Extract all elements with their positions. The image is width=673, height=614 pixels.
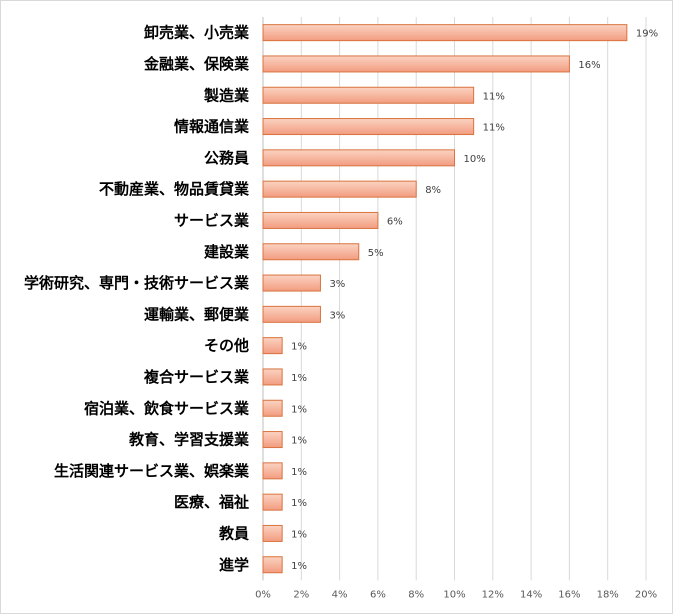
bar xyxy=(262,337,283,355)
category-label: 不動産業、物品賃貸業 xyxy=(99,180,250,198)
gridlines xyxy=(262,17,647,581)
value-label: 1% xyxy=(291,404,307,415)
category-label: 教育、学習支援業 xyxy=(128,431,250,449)
category-label: 複合サービス業 xyxy=(143,368,250,386)
value-label: 1% xyxy=(291,467,307,478)
category-label: 教員 xyxy=(218,524,249,542)
x-tick-label: 20% xyxy=(635,589,657,600)
category-labels: 卸売業、小売業金融業、保険業製造業情報通信業公務員不動産業、物品賃貸業サービス業… xyxy=(24,24,250,574)
bar xyxy=(262,243,360,261)
bar xyxy=(262,118,475,136)
bar xyxy=(262,86,475,104)
x-tick-labels: 0% 2% 4% 6% 8% 10% 12% 14% 16% 18% 20% xyxy=(255,589,657,600)
category-label: 金融業、保険業 xyxy=(143,55,250,73)
value-label: 3% xyxy=(329,279,345,290)
x-tick-label: 18% xyxy=(597,589,619,600)
bars xyxy=(262,24,628,574)
category-label: 学術研究、専門・技術サービス業 xyxy=(24,274,250,292)
bar xyxy=(262,431,283,449)
value-label: 6% xyxy=(387,216,403,227)
x-tick-label: 14% xyxy=(520,589,542,600)
value-label: 10% xyxy=(464,154,486,165)
x-tick-label: 6% xyxy=(370,589,386,600)
category-label: 進学 xyxy=(219,556,249,574)
category-label: 宿泊業、飲食サービス業 xyxy=(84,399,250,417)
bar xyxy=(262,368,283,386)
value-label: 1% xyxy=(291,561,307,572)
category-label: 建設業 xyxy=(204,243,250,261)
category-label: 公務員 xyxy=(204,149,249,167)
x-tick-label: 0% xyxy=(255,589,271,600)
x-tick-label: 16% xyxy=(558,589,580,600)
x-tick-label: 8% xyxy=(408,589,424,600)
value-label: 11% xyxy=(483,91,505,102)
value-label: 1% xyxy=(291,498,307,509)
value-label: 1% xyxy=(291,529,307,540)
bar xyxy=(262,462,283,480)
value-label: 8% xyxy=(425,185,441,196)
x-tick-label: 12% xyxy=(482,589,504,600)
value-label: 1% xyxy=(291,436,307,447)
value-label: 1% xyxy=(291,373,307,384)
value-label: 11% xyxy=(483,123,505,134)
category-label: その他 xyxy=(204,337,249,355)
bar xyxy=(262,274,321,292)
category-label: 医療、福祉 xyxy=(174,493,249,511)
bar xyxy=(262,180,417,198)
category-label: 生活関連サービス業、娯楽業 xyxy=(54,462,250,480)
bar xyxy=(262,24,628,42)
bar xyxy=(262,305,321,323)
value-label: 3% xyxy=(329,310,345,321)
value-label: 5% xyxy=(368,248,384,259)
value-label: 1% xyxy=(291,342,307,353)
value-labels: 19% 16% 11% 11% 10% 8% 6% 5% 3% 3% 1% 1% 1% 1% 1% 1% 1% 1… xyxy=(291,29,658,572)
value-label: 16% xyxy=(578,60,600,71)
bar xyxy=(262,524,283,542)
category-label: 製造業 xyxy=(203,86,250,104)
bar xyxy=(262,55,570,73)
bar xyxy=(262,211,379,229)
category-label: サービス業 xyxy=(174,211,250,229)
category-label: 運輸業、郵便業 xyxy=(144,305,250,323)
x-tick-label: 10% xyxy=(443,589,465,600)
bar xyxy=(262,493,283,511)
value-label: 19% xyxy=(636,29,658,40)
category-label: 情報通信業 xyxy=(174,118,250,136)
x-tick-label: 2% xyxy=(293,589,309,600)
bar xyxy=(262,149,455,167)
bar xyxy=(262,556,283,574)
category-label: 卸売業、小売業 xyxy=(144,24,250,42)
bar xyxy=(262,399,283,417)
x-tick-label: 4% xyxy=(332,589,348,600)
